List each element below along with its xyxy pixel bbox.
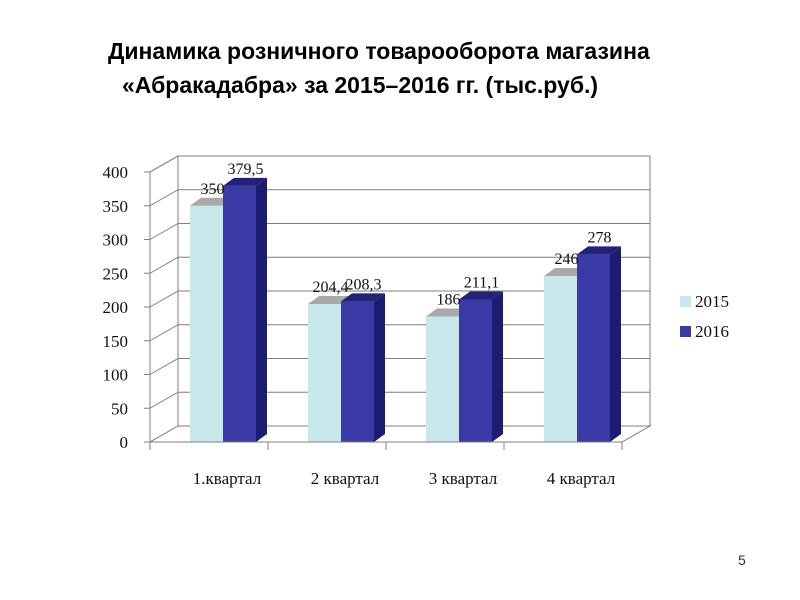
bar-2016-q2-top bbox=[341, 293, 385, 302]
gridline bbox=[149, 290, 650, 308]
legend-label-2016: 2016 bbox=[695, 322, 729, 341]
data-label-2015-q3: 186 bbox=[437, 291, 461, 308]
data-label-2016-q4: 278 bbox=[588, 229, 612, 246]
tick-label: 100 bbox=[103, 366, 129, 385]
data-label-2016-q2: 208,3 bbox=[346, 276, 382, 293]
gridline bbox=[149, 223, 650, 240]
bar-2015-q4 bbox=[544, 275, 577, 442]
bar-2016-q2 bbox=[341, 301, 374, 442]
category-label-q4: 4 квартал bbox=[547, 469, 616, 488]
bar-2015-q2 bbox=[308, 304, 341, 442]
bar-2016-q4-side bbox=[610, 246, 621, 442]
bars bbox=[190, 177, 621, 442]
bar-2015-q3 bbox=[426, 316, 459, 442]
category-label-q3: 3 квартал bbox=[429, 469, 498, 488]
tick-label: 300 bbox=[103, 231, 129, 250]
bar-2016-q1-top bbox=[223, 177, 267, 186]
data-label-2015-q2: 204,4 bbox=[313, 279, 349, 296]
bar-2016-q3-top bbox=[459, 291, 503, 300]
tick-label: 0 bbox=[120, 433, 129, 452]
tick-label: 250 bbox=[103, 264, 129, 283]
legend: 2015 2016 bbox=[680, 292, 729, 341]
legend-swatch-2015 bbox=[680, 296, 691, 307]
title-line-1: Динамика розничного товарооборота магази… bbox=[108, 38, 650, 64]
bar-2016-q1-side bbox=[256, 177, 267, 442]
y-axis-ticks: 0 50 100 150 200 250 300 350 400 bbox=[103, 163, 151, 452]
tick-label: 200 bbox=[103, 298, 129, 317]
x-axis-categories: 1.квартал 2 квартал 3 квартал 4 квартал bbox=[149, 441, 623, 488]
bar-2016-q3 bbox=[459, 299, 492, 442]
gridline bbox=[149, 189, 650, 207]
legend-swatch-2016 bbox=[680, 326, 691, 337]
category-label-q1: 1.квартал bbox=[193, 469, 262, 488]
chart-title: Динамика розничного товарооборота магази… bbox=[60, 34, 790, 102]
data-label-2015-q1: 350 bbox=[201, 181, 225, 198]
title-line-2: «Абракадабра» за 2015–2016 гг. (тыс.руб.… bbox=[122, 72, 599, 98]
legend-label-2015: 2015 bbox=[695, 292, 729, 311]
bar-2016-q2-side bbox=[374, 293, 385, 442]
gridline bbox=[149, 155, 650, 173]
tick-label: 400 bbox=[103, 163, 129, 182]
bar-2016-q1 bbox=[223, 185, 256, 442]
data-label-2015-q4: 246 bbox=[555, 251, 579, 268]
category-label-q2: 2 квартал bbox=[311, 469, 380, 488]
gridline bbox=[149, 256, 650, 274]
bar-2016-q4 bbox=[577, 254, 610, 442]
tick-label: 150 bbox=[103, 332, 129, 351]
bar-2015-q1 bbox=[190, 205, 223, 442]
data-label-2016-q1: 379,5 bbox=[228, 161, 264, 178]
tick-label: 50 bbox=[111, 399, 128, 418]
data-label-2016-q3: 211,1 bbox=[464, 275, 499, 292]
page-number: 5 bbox=[738, 552, 746, 568]
tick-label: 350 bbox=[103, 197, 129, 216]
bar-2016-q3-side bbox=[492, 291, 503, 442]
bar-2016-q4-top bbox=[577, 246, 621, 255]
